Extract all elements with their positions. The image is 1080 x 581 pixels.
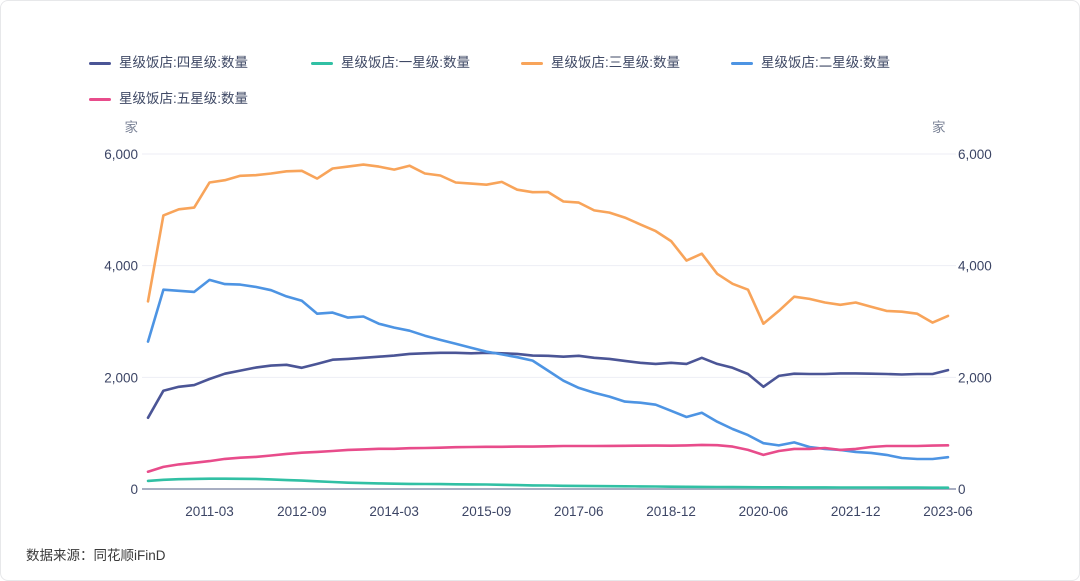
legend-label: 星级饭店:一星级:数量 — [341, 55, 471, 70]
y-tick-label-right: 6,000 — [958, 147, 992, 162]
line-series-two-star — [146, 278, 950, 461]
y-tick-label-right: 2,000 — [958, 370, 992, 385]
x-tick-label: 2017-06 — [554, 504, 604, 519]
x-tick-label: 2015-09 — [462, 504, 512, 519]
legend-item-four-star[interactable]: 星级饭店:四星级:数量 — [89, 53, 248, 73]
x-tick-label: 2011-03 — [185, 504, 234, 519]
legend-item-three-star[interactable]: 星级饭店:三星级:数量 — [521, 53, 680, 73]
legend-label: 星级饭店:五星级:数量 — [119, 91, 249, 106]
x-tick-label: 2020-06 — [739, 504, 789, 519]
y-tick-label-left: 0 — [130, 482, 138, 497]
x-tick-label: 2014-03 — [369, 504, 419, 519]
data-source-label: 数据来源：同花顺iFinD — [26, 548, 166, 563]
legend-item-one-star[interactable]: 星级饭店:一星级:数量 — [311, 53, 470, 73]
y-axis-unit-left: 家 — [125, 119, 139, 135]
x-tick-label: 2023-06 — [923, 504, 973, 519]
line-series-one-star — [146, 477, 950, 490]
line-series-four-star — [146, 351, 950, 420]
legend-item-five-star[interactable]: 星级饭店:五星级:数量 — [89, 89, 248, 109]
legend-line-icon — [89, 97, 111, 101]
legend-line-icon — [311, 61, 333, 65]
y-axis-unit-right: 家 — [932, 119, 946, 135]
legend-label: 星级饭店:四星级:数量 — [119, 55, 249, 70]
legend-line-icon — [521, 61, 543, 65]
legend-line-icon — [89, 61, 111, 65]
y-tick-label-left: 4,000 — [104, 259, 138, 274]
legend-line-icon — [731, 61, 753, 65]
x-tick-label: 2012-09 — [277, 504, 327, 519]
line-series-three-star — [146, 163, 950, 326]
legend-item-two-star[interactable]: 星级饭店:二星级:数量 — [731, 53, 890, 73]
legend-label: 星级饭店:三星级:数量 — [551, 55, 681, 70]
y-tick-label-right: 4,000 — [958, 259, 992, 274]
x-tick-label: 2018-12 — [646, 504, 696, 519]
y-tick-label-left: 2,000 — [104, 370, 138, 385]
y-tick-label-right: 0 — [958, 482, 966, 497]
y-tick-label-left: 6,000 — [104, 147, 138, 162]
legend-label: 星级饭店:二星级:数量 — [761, 55, 891, 70]
line-series-five-star — [146, 443, 950, 474]
x-tick-label: 2021-12 — [831, 504, 881, 519]
